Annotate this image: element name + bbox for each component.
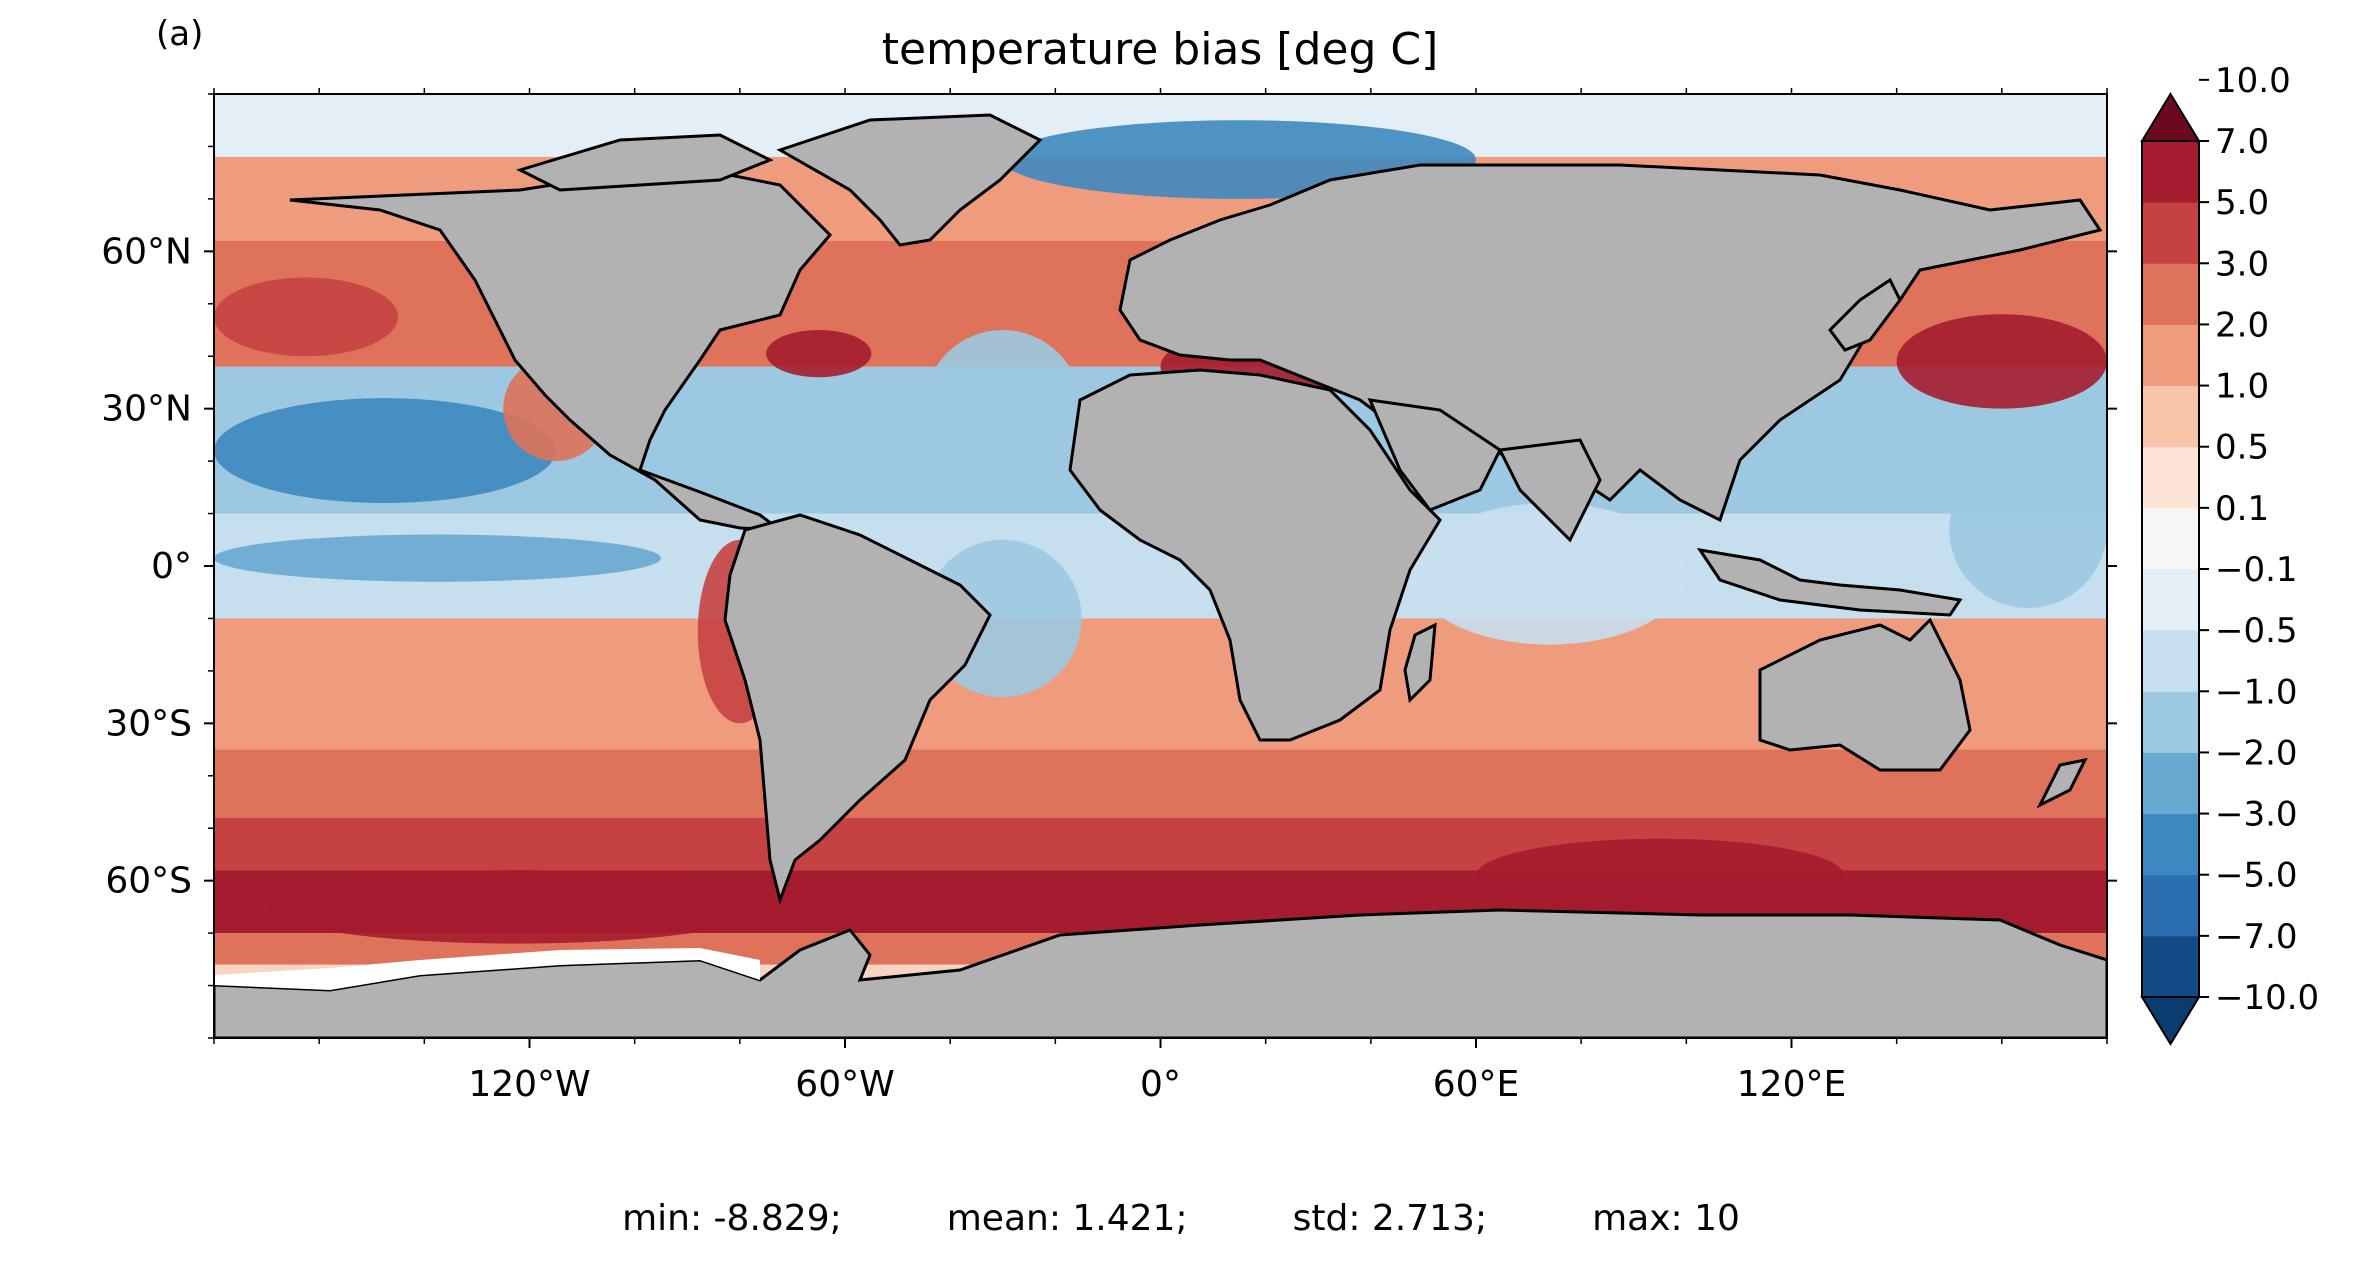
y-tick-label: 60°N — [101, 231, 192, 272]
bias-region-tropical-pacific-west — [1949, 450, 2107, 608]
land-south-america — [723, 513, 992, 906]
stat-mean: mean: 1.421; — [946, 1198, 1188, 1239]
colorbar-tick-label: 5.0 — [2215, 183, 2269, 223]
land-africa — [1068, 368, 1442, 742]
colorbar-tick-label: −7.0 — [2215, 917, 2298, 957]
colorbar-tick-label: −1.0 — [2215, 672, 2298, 712]
land-japan — [1828, 277, 1902, 352]
colorbar-segment — [2142, 385, 2199, 448]
land-north-america — [289, 163, 833, 532]
bias-region-southern-pacific-max — [266, 870, 767, 944]
colorbar-tick-label: 3.0 — [2215, 244, 2269, 284]
colorbar-segment — [2142, 935, 2199, 998]
bias-region-nw-pacific-warm — [1896, 314, 2107, 409]
colorbar: −10.0 −7.0 −5.0 −3.0 −2.0 −1.0 −0.5 −0.1 0.1 0.5 1… — [2140, 61, 2319, 1046]
chart-title: temperature bias [deg C] — [882, 24, 1439, 75]
y-tick-label: 30°N — [101, 389, 192, 430]
colorbar-segment — [2142, 446, 2199, 509]
land-canadian-arctic — [515, 133, 774, 192]
bias-region-north-pacific-cold-tongue — [214, 398, 556, 504]
colorbar-tick-label: −3.0 — [2215, 795, 2298, 835]
land-new-zealand — [2036, 757, 2088, 809]
x-axis: 120°W 60°W 0° 60°E 120°E — [213, 88, 2108, 1105]
bias-region-indian-ocean-cold — [1412, 503, 1687, 645]
land-madagascar — [1403, 622, 1437, 704]
panel-label: (a) — [156, 14, 204, 54]
land-indonesia — [1696, 547, 1963, 617]
bias-band — [214, 749, 2107, 818]
land-india — [1497, 438, 1602, 543]
bias-region-equatorial-pacific-cold — [214, 534, 661, 582]
stat-min: min: -8.829; — [622, 1198, 842, 1239]
colorbar-tick-label: −5.0 — [2215, 856, 2298, 896]
colorbar-tick-label: 0.5 — [2215, 428, 2269, 468]
stat-std: std: 2.713; — [1292, 1198, 1488, 1239]
colorbar-tick-label: −0.5 — [2215, 611, 2298, 651]
x-tick-label: 0° — [1140, 1064, 1181, 1105]
x-tick-label: 60°W — [795, 1064, 894, 1105]
land-antarctica — [214, 908, 2107, 1038]
colorbar-segment — [2142, 813, 2199, 876]
bias-region-gulf-stream-warm — [766, 330, 872, 378]
bias-region-southern-indian-max — [1476, 838, 1845, 913]
stat-max: max: 10 — [1592, 1198, 1740, 1239]
colorbar-segment — [2142, 141, 2199, 203]
y-tick-label: 0° — [151, 546, 192, 587]
y-axis: 60°N 30°N 0° 30°S 60°S — [101, 93, 2117, 1039]
x-tick-label: 120°W — [468, 1064, 590, 1105]
stats-line: min: -8.829; mean: 1.421; std: 2.713; max: … — [0, 1198, 2362, 1239]
colorbar-tick-label: 0.1 — [2215, 489, 2269, 529]
colorbar-tick-label: 2.0 — [2215, 305, 2269, 345]
colorbar-over-triangle — [2140, 92, 2201, 142]
colorbar-under-triangle — [2140, 996, 2201, 1046]
land-arabia — [1367, 398, 1502, 512]
colorbar-tick-label: 1.0 — [2215, 367, 2269, 407]
colorbar-tick-label: −0.1 — [2215, 550, 2298, 590]
colorbar-segment — [2142, 507, 2199, 570]
land-greenland — [776, 113, 1043, 247]
colorbar-segment — [2142, 691, 2199, 753]
map-area — [214, 94, 2107, 1038]
colorbar-segment — [2142, 752, 2199, 815]
land-layer — [214, 113, 2107, 1038]
colorbar-segment — [2142, 874, 2199, 937]
colorbar-segment — [2142, 263, 2199, 325]
bias-region-ne-pacific-warm — [214, 277, 399, 357]
y-tick-label: 30°S — [105, 703, 192, 744]
colorbar-tick-label: −10.0 — [2215, 978, 2319, 1018]
x-tick-label: 120°E — [1737, 1064, 1846, 1105]
y-tick-label: 60°S — [105, 861, 192, 902]
colorbar-tick-label: −2.0 — [2215, 733, 2298, 773]
land-australia — [1758, 617, 1972, 772]
colorbar-tick-label: 7.0 — [2215, 122, 2269, 162]
colorbar-segment — [2142, 202, 2199, 264]
x-tick-label: 60°E — [1433, 1064, 1520, 1105]
colorbar-segment — [2142, 630, 2199, 692]
colorbar-segment — [2142, 569, 2199, 631]
colorbar-segment — [2142, 324, 2199, 387]
bias-region-north-atlantic-cold — [923, 330, 1082, 488]
sea-ice-edge — [214, 948, 760, 990]
colorbar-tick-label: 10.0 — [2215, 61, 2291, 101]
